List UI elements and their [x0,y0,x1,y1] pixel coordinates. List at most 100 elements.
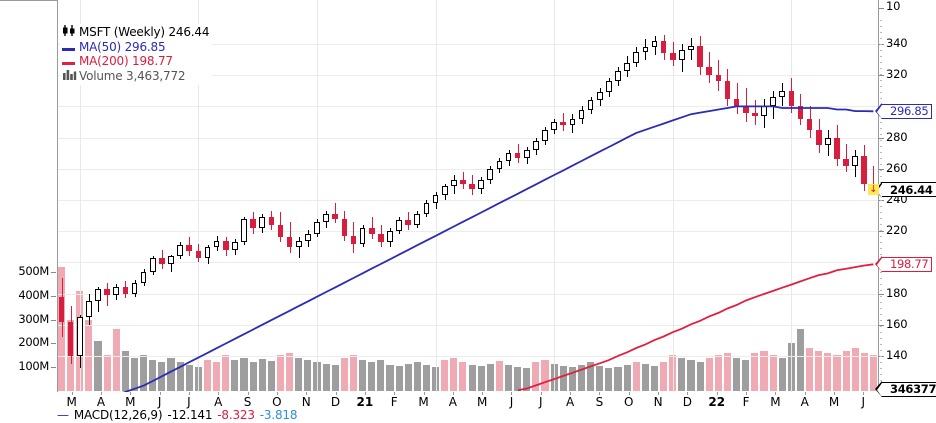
candle-down [815,129,822,146]
price-minor-tick [880,200,882,201]
time-tick [834,392,835,395]
volume-bar [714,355,722,391]
volume-value-tag[interactable]: 346377 [874,381,936,398]
month-label: J [157,395,162,409]
volume-bar [842,350,850,391]
gridline-horizontal [57,231,878,233]
time-tick [101,392,102,395]
volume-bar [313,362,321,391]
volume-bar [678,357,686,391]
gridline-horizontal [57,137,878,139]
month-label: S [595,395,604,409]
price-minor-tick [880,20,882,21]
macd-value: -12.141 [167,410,213,422]
ma50-value-tag[interactable]: 296.85 [874,103,933,120]
candle-down [806,118,813,130]
month-label: M [476,395,488,409]
month-label: D [682,395,693,409]
volume-bar [377,360,385,391]
price-minor-tick [880,380,882,381]
candle-down [332,214,339,219]
candle-up [569,118,576,126]
volume-tick-label: 400M [18,287,49,302]
month-label: J [861,395,866,409]
candle-up [140,271,147,283]
price-tick [879,8,884,9]
time-tick [424,392,425,395]
volume-bar [523,368,531,391]
volume-tick [51,295,56,297]
time-tick [130,392,131,395]
price-minor-tick [880,248,882,249]
volume-bar [796,329,804,391]
price-chart-plot-area[interactable] [57,0,878,392]
volume-bar [733,357,741,391]
time-tick [570,392,571,395]
candle-up [86,301,92,317]
candle-down [660,40,667,54]
legend-volume-text: Volume 3,463,772 [79,68,186,83]
candle-up [387,231,393,243]
month-label: J [539,395,543,409]
volume-bar [468,364,476,391]
gridline-vertical [791,0,792,392]
candle-up [213,240,220,247]
legend-row-ma200[interactable]: MA(200) 198.77 [62,54,209,69]
time-tick [805,392,806,395]
price-minor-tick [880,26,882,27]
price-minor-tick [880,236,882,237]
volume-bar [650,366,659,391]
month-label: A [96,395,106,409]
price-minor-tick [880,128,882,129]
price-minor-tick [880,62,882,63]
volume-bar [577,364,586,391]
volume-bar [514,367,522,391]
price-minor-tick [880,74,882,75]
candle-down [752,112,758,116]
candle-wick [372,217,373,239]
time-tick [248,392,249,395]
price-minor-tick [880,68,882,69]
legend-row-symbol[interactable]: MSFT (Weekly) 246.44 [62,25,209,40]
price-tick-label: 220 [886,223,908,238]
year-label: 22 [708,395,726,409]
candle-down [724,81,731,99]
volume-tick [51,319,56,321]
gridline-vertical [80,0,81,392]
macd-indicator-header[interactable]: — MACD(12,26,9) -12.141 -8.323 -3.818 [57,410,878,423]
ma200-value-tag[interactable]: 198.77 [874,256,933,273]
price-tick-label: 140 [886,348,908,362]
month-label: A [448,395,457,409]
month-label: A [800,395,809,409]
macd-line-icon: — [57,410,69,422]
candle-down [250,218,256,229]
legend-symbol-text: MSFT (Weekly) 246.44 [79,25,210,39]
price-axis: 340 320 280 260 240 220 180 160 140 10 296.85 246.4… [874,0,936,423]
price-minor-tick [880,320,882,321]
candle-down [350,235,357,244]
candle-wick [290,221,291,254]
price-tick [879,168,884,170]
price-tick-label: 320 [886,67,908,82]
candle-down [268,217,275,225]
month-label: A [214,395,223,409]
price-minor-tick [880,332,882,333]
price-minor-tick [880,38,882,39]
legend-row-ma50[interactable]: MA(50) 296.85 [62,40,209,55]
volume-bar [541,360,549,391]
volume-bar [286,352,294,391]
gridline-horizontal [57,293,878,295]
price-minor-tick [880,338,882,339]
candle-down [122,287,129,294]
candle-down [514,153,521,158]
price-minor-tick [880,92,882,93]
price-tick-label: 280 [886,129,908,144]
candle-down [286,237,293,247]
volume-bar [176,362,184,391]
price-value-tag[interactable]: 246.44 [875,182,936,199]
candle-down [843,159,849,166]
legend-row-volume[interactable]: Volume 3,463,772 [62,69,209,84]
month-label: N [653,395,663,409]
legend-ma200-text: MA(200) 198.77 [79,54,173,68]
